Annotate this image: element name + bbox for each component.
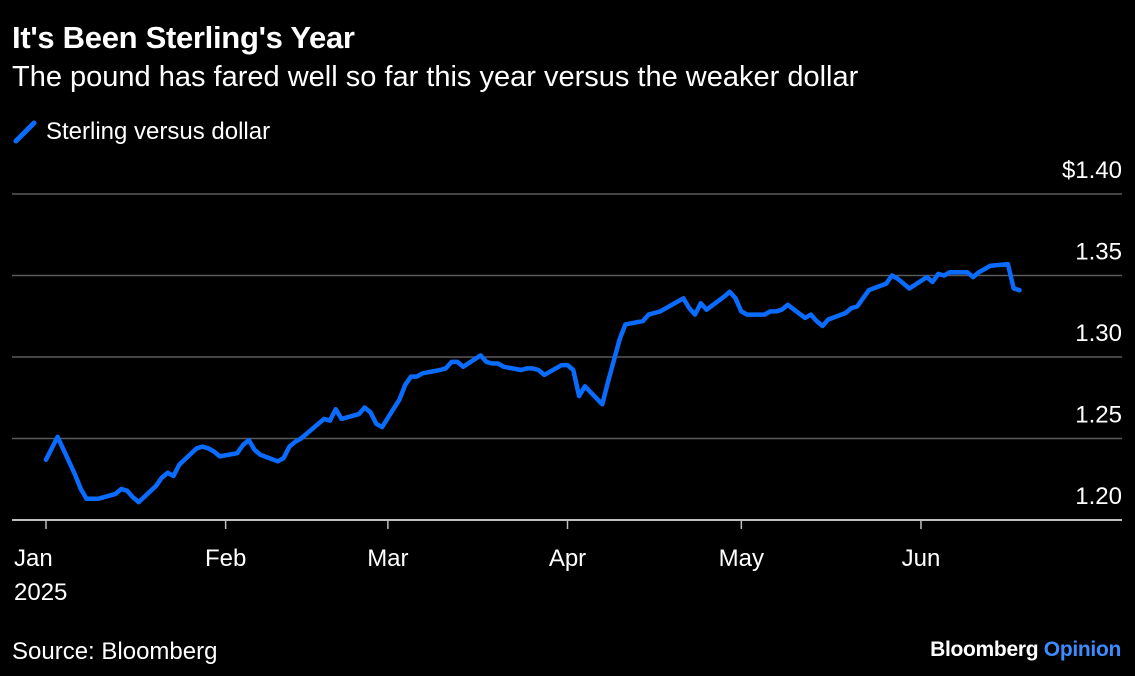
brand-section: Opinion bbox=[1043, 638, 1122, 661]
legend-label: Sterling versus dollar bbox=[46, 118, 271, 145]
x-tick-label: Jan bbox=[14, 545, 53, 572]
y-tick-label: 1.30 bbox=[1075, 320, 1122, 347]
x-tick-label: May bbox=[719, 545, 764, 572]
brand-logo: Bloomberg Opinion bbox=[930, 638, 1121, 662]
x-tick-year-label: 2025 bbox=[14, 579, 67, 606]
brand-name: Bloomberg bbox=[930, 638, 1039, 661]
x-tick-label: Apr bbox=[549, 545, 586, 572]
series-layer bbox=[43, 261, 1022, 505]
chart-legend: Sterling versus dollar bbox=[12, 118, 270, 146]
chart-subtitle: The pound has fared well so far this yea… bbox=[12, 61, 859, 93]
chart-title: It's Been Sterling's Year bbox=[12, 20, 355, 55]
y-tick-label: 1.25 bbox=[1075, 402, 1122, 429]
x-tick-label: Mar bbox=[367, 545, 408, 572]
y-tick-label: 1.20 bbox=[1075, 483, 1122, 510]
series-line-sterling bbox=[43, 261, 1022, 505]
x-axis: Jan Feb Mar Apr May Jun 2025 bbox=[14, 520, 940, 606]
y-tick-label: 1.35 bbox=[1075, 239, 1122, 266]
source-note: Source: Bloomberg bbox=[12, 638, 218, 665]
x-tick-label: Feb bbox=[205, 545, 246, 572]
y-tick-label: $1.40 bbox=[1062, 157, 1122, 184]
x-tick-label: Jun bbox=[902, 545, 941, 572]
legend-swatch-icon bbox=[13, 120, 37, 144]
label-layer: 1.20 1.25 1.30 1.35 $1.40 bbox=[1062, 157, 1122, 510]
